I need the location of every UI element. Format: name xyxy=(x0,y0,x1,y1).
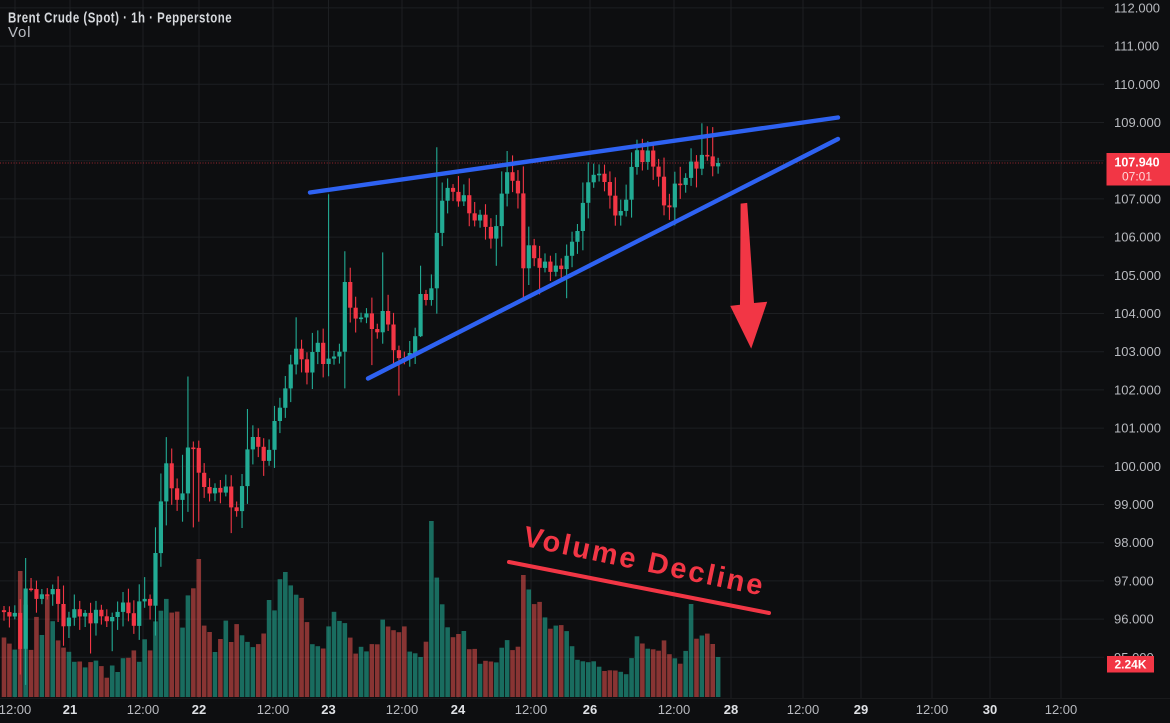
svg-text:30: 30 xyxy=(983,702,997,717)
svg-text:109.000: 109.000 xyxy=(1114,115,1161,130)
svg-text:24: 24 xyxy=(451,702,466,717)
svg-text:97.000: 97.000 xyxy=(1114,573,1154,588)
svg-text:105.000: 105.000 xyxy=(1114,268,1161,283)
svg-text:12:00: 12:00 xyxy=(515,702,548,717)
svg-text:107.000: 107.000 xyxy=(1114,191,1161,206)
svg-text:100.000: 100.000 xyxy=(1114,459,1161,474)
svg-text:21: 21 xyxy=(63,702,77,717)
svg-text:12:00: 12:00 xyxy=(1045,702,1078,717)
svg-text:110.000: 110.000 xyxy=(1114,77,1160,92)
svg-text:26: 26 xyxy=(583,702,597,717)
svg-text:99.000: 99.000 xyxy=(1114,497,1154,512)
svg-text:12:00: 12:00 xyxy=(0,702,31,717)
svg-text:12:00: 12:00 xyxy=(787,702,820,717)
svg-text:2.24K: 2.24K xyxy=(1114,658,1146,672)
svg-text:07:01: 07:01 xyxy=(1122,170,1152,184)
svg-text:23: 23 xyxy=(321,702,335,717)
svg-text:12:00: 12:00 xyxy=(127,702,160,717)
svg-text:103.000: 103.000 xyxy=(1114,344,1161,359)
svg-text:Vol: Vol xyxy=(8,24,31,41)
svg-text:102.000: 102.000 xyxy=(1114,382,1161,397)
svg-text:12:00: 12:00 xyxy=(658,702,691,717)
svg-text:112.000: 112.000 xyxy=(1114,0,1160,15)
svg-text:111.000: 111.000 xyxy=(1114,39,1159,54)
svg-text:22: 22 xyxy=(192,702,206,717)
svg-text:12:00: 12:00 xyxy=(916,702,949,717)
svg-text:106.000: 106.000 xyxy=(1114,230,1161,245)
svg-text:28: 28 xyxy=(724,702,738,717)
svg-text:104.000: 104.000 xyxy=(1114,306,1161,321)
svg-text:12:00: 12:00 xyxy=(257,702,290,717)
svg-text:98.000: 98.000 xyxy=(1114,535,1154,550)
svg-text:107.940: 107.940 xyxy=(1114,156,1159,170)
svg-text:96.000: 96.000 xyxy=(1114,612,1154,627)
svg-text:Brent Crude (Spot) · 1h · Pepp: Brent Crude (Spot) · 1h · Pepperstone xyxy=(8,9,232,26)
svg-text:101.000: 101.000 xyxy=(1114,421,1161,436)
svg-text:29: 29 xyxy=(854,702,868,717)
svg-text:12:00: 12:00 xyxy=(386,702,419,717)
